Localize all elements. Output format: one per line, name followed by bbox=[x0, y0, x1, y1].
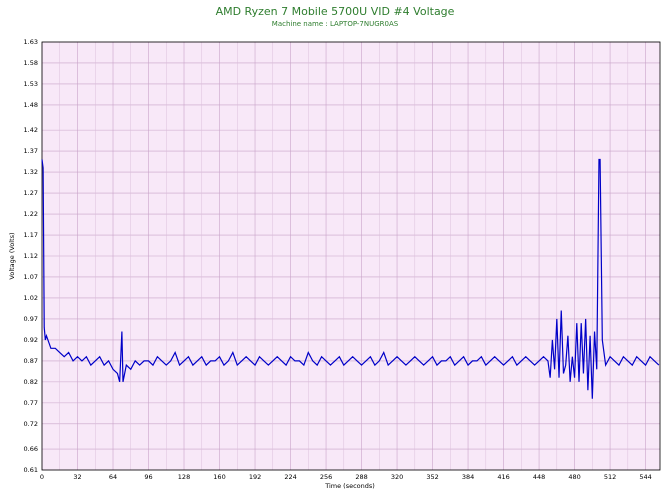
y-tick-label: 1.17 bbox=[24, 231, 38, 239]
y-tick-label: 1.63 bbox=[24, 38, 38, 46]
plot-border bbox=[41, 41, 661, 471]
x-tick-label: 96 bbox=[144, 473, 152, 481]
x-tick-label: 352 bbox=[426, 473, 438, 481]
x-tick-label: 32 bbox=[73, 473, 81, 481]
x-tick-label: 224 bbox=[284, 473, 296, 481]
y-tick-label: 1.27 bbox=[24, 189, 38, 197]
x-axis-label: Time (seconds) bbox=[324, 482, 375, 490]
x-tick-label: 544 bbox=[639, 473, 651, 481]
y-tick-label: 1.48 bbox=[24, 101, 38, 109]
y-tick-label: 1.42 bbox=[24, 126, 38, 134]
y-tick-label: 1.58 bbox=[24, 59, 38, 67]
y-tick-label: 1.22 bbox=[24, 210, 38, 218]
x-tick-label: 192 bbox=[249, 473, 261, 481]
y-tick-label: 1.02 bbox=[24, 294, 38, 302]
chart-subtitle: Machine name : LAPTOP-7NUGR0AS bbox=[272, 20, 399, 28]
x-tick-label: 288 bbox=[355, 473, 367, 481]
x-tick-label: 384 bbox=[462, 473, 474, 481]
y-tick-label: 0.72 bbox=[24, 420, 38, 428]
y-tick-label: 1.53 bbox=[24, 80, 38, 88]
y-tick-label: 1.37 bbox=[24, 147, 38, 155]
x-tick-label: 480 bbox=[568, 473, 580, 481]
x-tick-label: 64 bbox=[109, 473, 117, 481]
x-tick-label: 416 bbox=[497, 473, 509, 481]
y-tick-label: 1.07 bbox=[24, 273, 38, 281]
y-tick-label: 1.32 bbox=[24, 168, 38, 176]
chart-title: AMD Ryzen 7 Mobile 5700U VID #4 Voltage bbox=[216, 5, 455, 18]
y-axis-label: Voltage (Volts) bbox=[8, 232, 16, 279]
y-tick-label: 0.82 bbox=[24, 378, 38, 386]
y-tick-label: 0.87 bbox=[24, 357, 38, 365]
y-tick-label: 0.92 bbox=[24, 336, 38, 344]
x-tick-label: 160 bbox=[213, 473, 225, 481]
data-line bbox=[41, 158, 660, 399]
x-tick-label: 448 bbox=[533, 473, 545, 481]
y-tick-label: 1.12 bbox=[24, 252, 38, 260]
y-tick-label: 0.97 bbox=[24, 315, 38, 323]
x-tick-label: 512 bbox=[604, 473, 616, 481]
y-tick-label: 0.66 bbox=[24, 445, 38, 453]
y-tick-label: 0.77 bbox=[24, 399, 38, 407]
y-tick-label: 0.61 bbox=[24, 466, 38, 474]
x-tick-label: 128 bbox=[178, 473, 190, 481]
x-tick-label: 320 bbox=[391, 473, 403, 481]
x-tick-label: 0 bbox=[40, 473, 44, 481]
x-tick-label: 256 bbox=[320, 473, 332, 481]
